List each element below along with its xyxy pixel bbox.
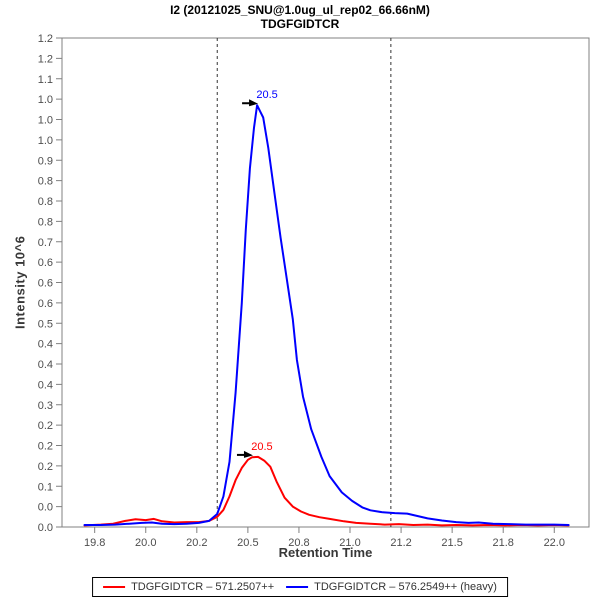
y-tick-label: 1.0 <box>38 135 53 147</box>
y-tick-label: 1.1 <box>38 74 53 86</box>
y-tick-label: 0.7 <box>38 237 53 249</box>
y-tick-label: 0.4 <box>38 339 53 351</box>
y-tick-label: 0.6 <box>38 257 53 269</box>
y-tick-label: 0.2 <box>38 461 53 473</box>
y-tick-label: 0.0 <box>38 522 53 534</box>
title-block: I2 (20121025_SNU@1.0ug_ul_rep02_66.66nM)… <box>0 3 600 31</box>
peak-annotation-arrowhead-light <box>243 450 253 458</box>
x-tick-label: 20.2 <box>186 537 207 549</box>
y-tick-label: 0.6 <box>38 298 53 310</box>
legend-line-sample-heavy-icon <box>286 586 309 588</box>
peak-annotation-light: 20.5 <box>251 441 272 453</box>
y-tick-label: 0.3 <box>38 400 53 412</box>
legend-item-heavy: TDGFGIDTCR – 576.2549++ (heavy) <box>286 581 497 593</box>
x-tick-label: 22.0 <box>544 537 565 549</box>
x-tick-label: 19.8 <box>84 537 105 549</box>
y-tick-label: 0.6 <box>38 278 53 290</box>
x-axis-title: Retention Time <box>278 545 373 560</box>
y-tick-label: 0.2 <box>38 441 53 453</box>
x-tick-label: 21.8 <box>492 537 513 549</box>
x-tick-label: 20.0 <box>135 537 156 549</box>
x-tick-label: 21.5 <box>441 537 462 549</box>
x-tick-label: 21.0 <box>339 537 360 549</box>
y-tick-label: 1.2 <box>38 53 53 65</box>
legend-line-sample-light-icon <box>103 586 126 588</box>
y-tick-label: 0.8 <box>38 176 53 188</box>
y-tick-label: 0.8 <box>38 216 53 228</box>
y-tick-label: 0.4 <box>38 379 53 391</box>
plot-frame <box>61 37 590 528</box>
chromatogram-curve-heavy <box>83 104 570 526</box>
y-tick-label: 0.2 <box>38 420 53 432</box>
y-tick-label: 0.1 <box>38 481 53 493</box>
y-tick-label: 1.2 <box>38 33 53 45</box>
x-tick-label: 21.2 <box>390 537 411 549</box>
y-tick-label: 1.0 <box>38 94 53 106</box>
chart-subtitle: TDGFGIDTCR <box>260 17 340 31</box>
legend-item-light: TDGFGIDTCR – 571.2507++ <box>103 581 274 593</box>
x-tick-label: 20.8 <box>288 537 309 549</box>
legend: TDGFGIDTCR – 571.2507++ TDGFGIDTCR – 576… <box>92 577 508 597</box>
chromatogram-curve-light <box>83 455 570 527</box>
peak-annotation-arrowhead-heavy <box>249 99 259 107</box>
y-tick-label: 0.9 <box>38 155 53 167</box>
x-tick-label: 20.5 <box>237 537 258 549</box>
chart-title: I2 (20121025_SNU@1.0ug_ul_rep02_66.66nM) <box>170 3 430 17</box>
y-tick-label: 0.5 <box>38 318 53 330</box>
y-tick-label: 0.0 <box>38 502 53 514</box>
peak-annotation-heavy: 20.5 <box>256 89 277 101</box>
y-tick-label: 0.8 <box>38 196 53 208</box>
y-tick-label: 1.0 <box>38 115 53 127</box>
legend-label-heavy: TDGFGIDTCR – 576.2549++ (heavy) <box>314 581 497 593</box>
y-tick-label: 0.4 <box>38 359 53 371</box>
legend-label-light: TDGFGIDTCR – 571.2507++ <box>131 581 275 593</box>
